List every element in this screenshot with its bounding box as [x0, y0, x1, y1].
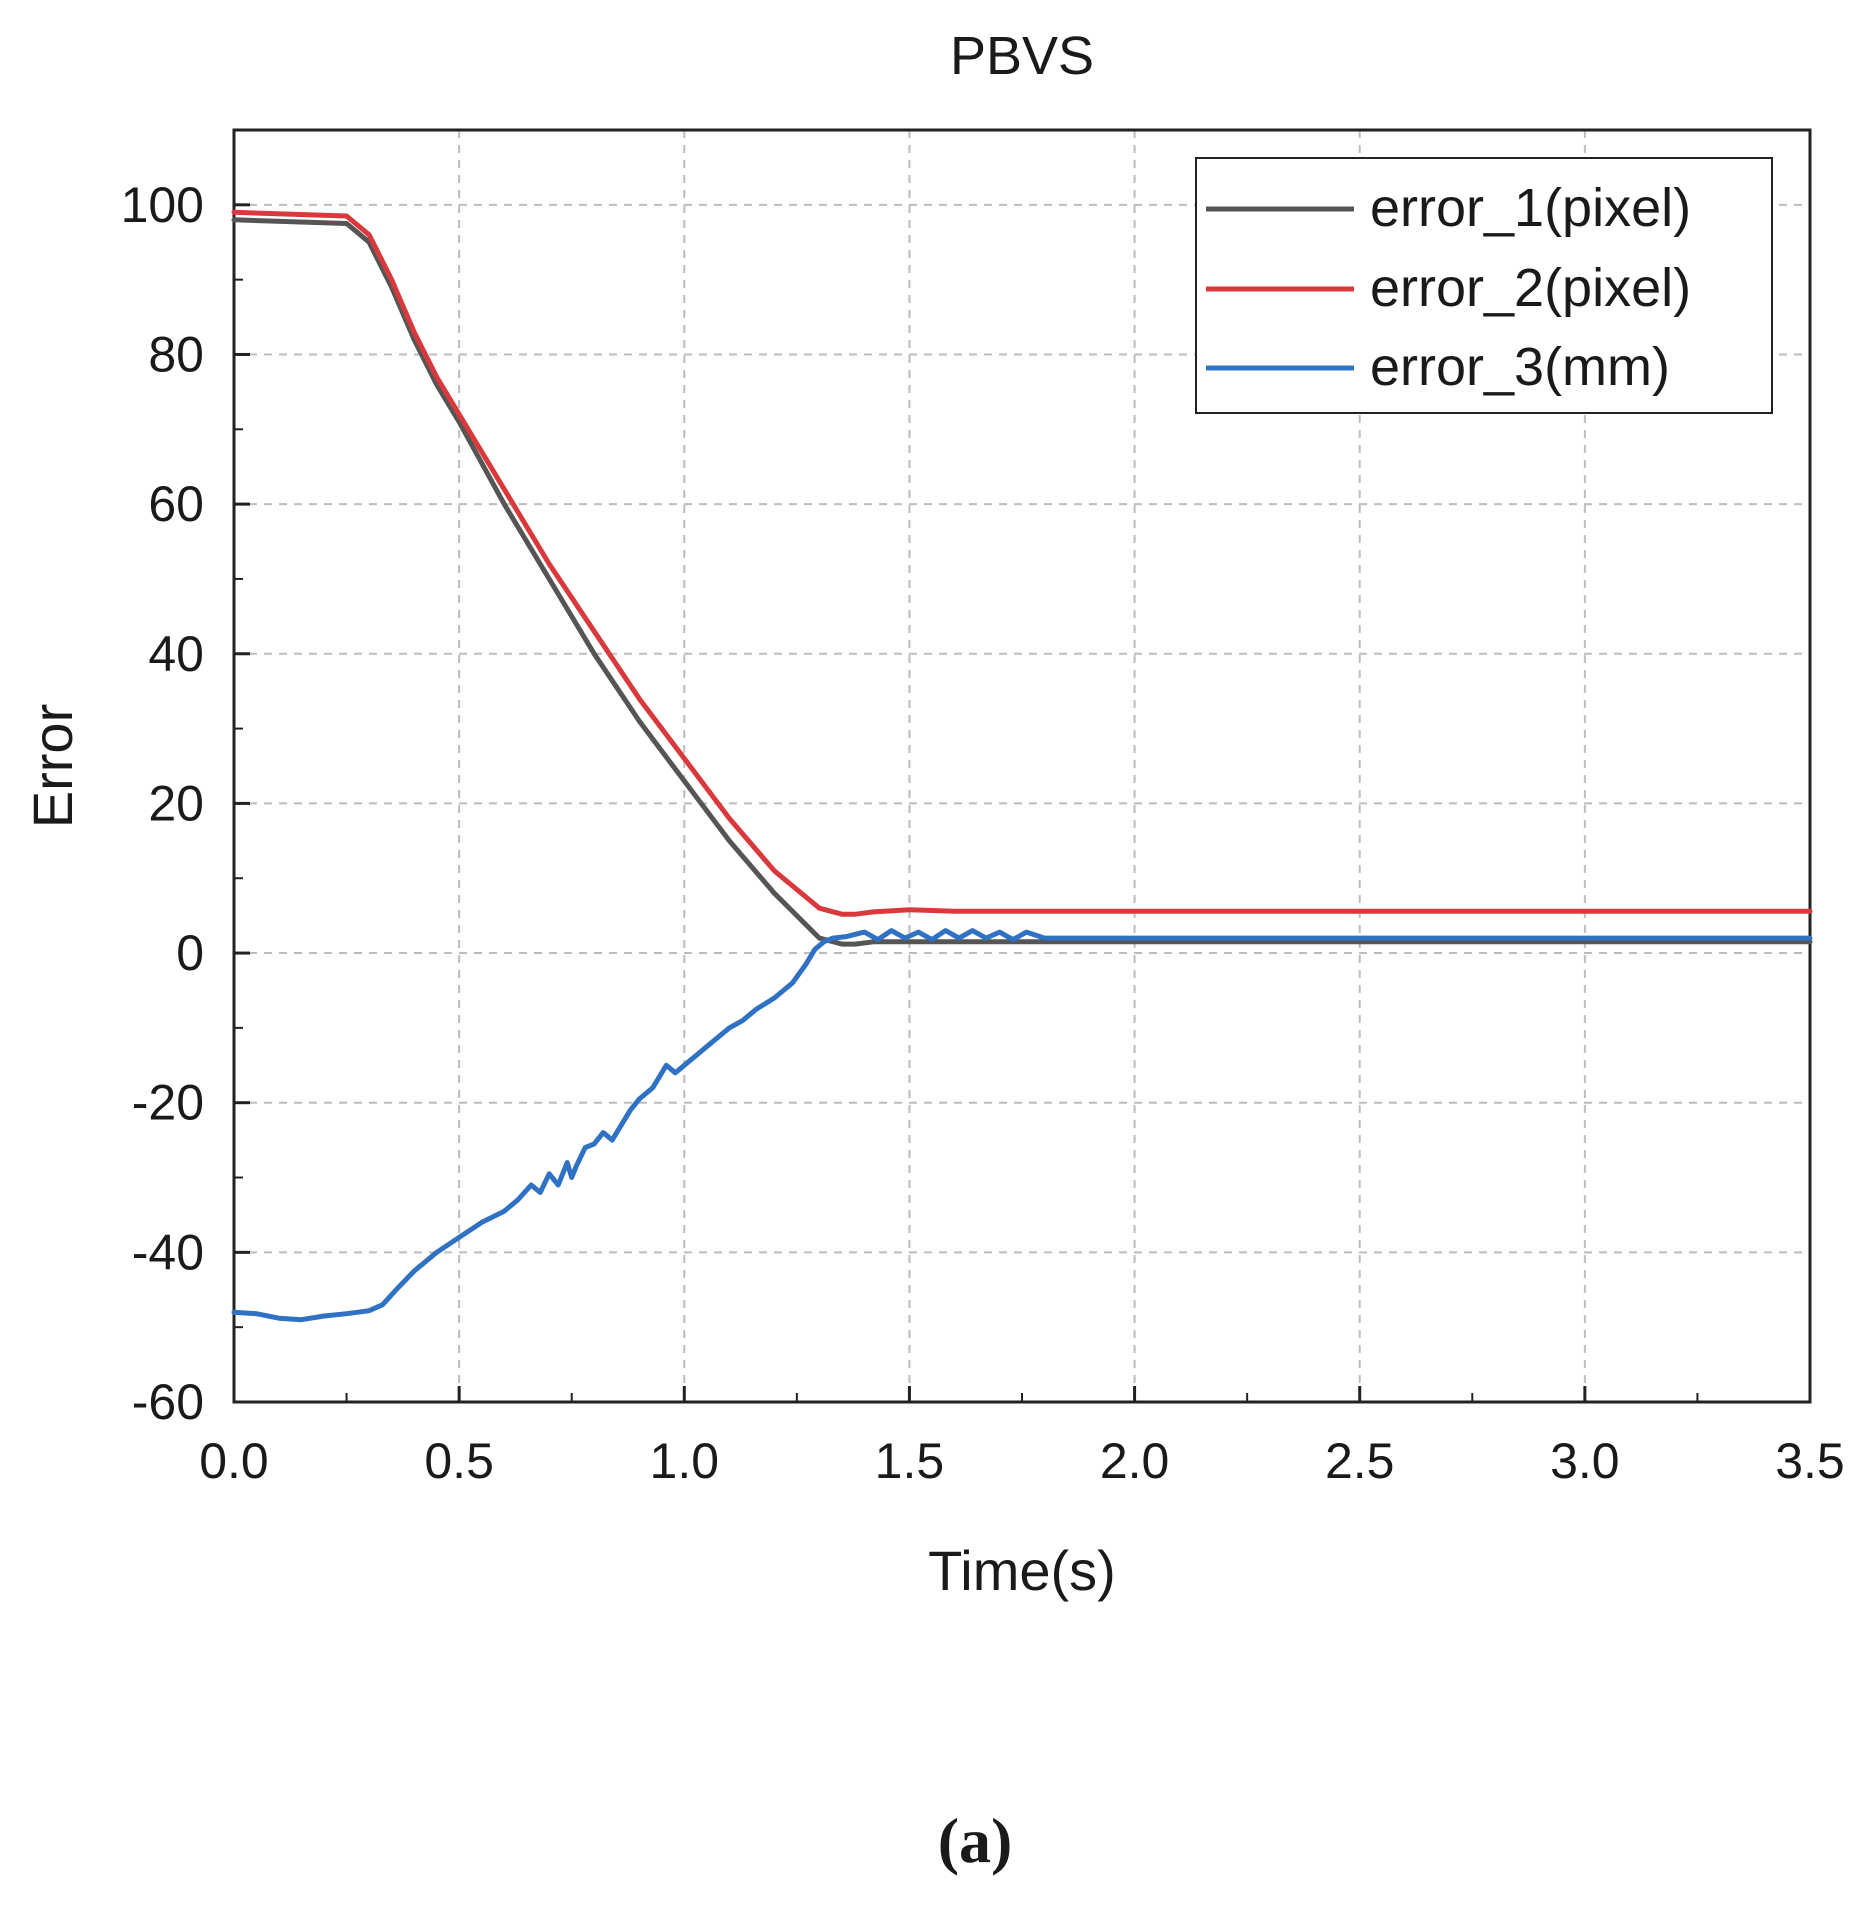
legend-label-error-2: error_2(pixel) — [1370, 258, 1691, 318]
series-lines — [231, 209, 1813, 1323]
series-line-error-3 — [231, 928, 1813, 1323]
x-tick-label: 3.0 — [1550, 1433, 1620, 1489]
x-tick-label: 1.0 — [650, 1433, 720, 1489]
figure-caption: (a) — [938, 1805, 1013, 1876]
x-tick-labels: 0.0 0.5 1.0 1.5 2.0 2.5 3.0 3.5 — [199, 1433, 1845, 1489]
axis-ticks — [232, 203, 1812, 1404]
y-tick-label: -60 — [132, 1374, 204, 1430]
y-tick-label: 100 — [121, 177, 204, 233]
x-tick-label: 3.5 — [1775, 1433, 1845, 1489]
series-line-error-2 — [231, 209, 1813, 917]
y-tick-label: 60 — [148, 476, 204, 532]
y-tick-label: 0 — [176, 925, 204, 981]
chart-title: PBVS — [950, 26, 1094, 86]
legend: error_1(pixel) error_2(pixel) error_3(mm… — [1195, 157, 1773, 414]
x-tick-label: 1.5 — [875, 1433, 945, 1489]
x-tick-label: 2.5 — [1325, 1433, 1395, 1489]
x-tick-label: 2.0 — [1100, 1433, 1170, 1489]
legend-label-error-3: error_3(mm) — [1370, 337, 1670, 397]
y-tick-label: 20 — [148, 775, 204, 831]
y-tick-label: -20 — [132, 1075, 204, 1131]
grid-lines — [234, 130, 1810, 1402]
y-tick-label: 80 — [148, 326, 204, 382]
x-tick-label: 0.5 — [424, 1433, 494, 1489]
y-tick-labels: -60 -40 -20 0 20 40 60 80 100 — [121, 177, 204, 1430]
legend-label-error-1: error_1(pixel) — [1370, 178, 1691, 238]
y-tick-label: -40 — [132, 1224, 204, 1280]
y-tick-label: 40 — [148, 626, 204, 682]
x-tick-label: 0.0 — [199, 1433, 269, 1489]
series-line-error-1 — [231, 217, 1813, 947]
y-axis-label: Error — [21, 704, 84, 828]
x-axis-label: Time(s) — [928, 1539, 1116, 1602]
